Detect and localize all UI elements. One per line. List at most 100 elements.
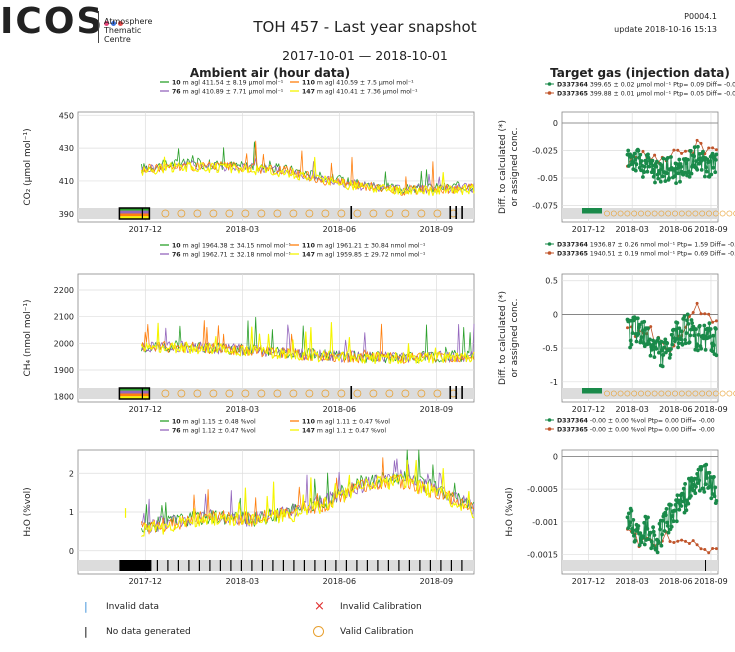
tg-ch4-valid-cal-marker: [672, 390, 678, 397]
amb-ch4-valid-cal-marker: [369, 389, 378, 398]
tg-h2o-point-D337364: [652, 533, 657, 537]
tg-co2-point-D337364: [710, 151, 715, 156]
tg-ch4-point-D337364: [687, 340, 692, 345]
tg-h2o-legend-entry: D337364 -0.00 ± 0.00 %vol Ptp= 0.00 Diff…: [557, 418, 715, 425]
amb-co2-valid-cal-marker: [401, 209, 410, 218]
tg-h2o-point-D337364: [665, 520, 670, 525]
amb-co2-valid-cal-marker: [337, 209, 346, 218]
logo-line-3: Centre: [104, 35, 131, 44]
tg-ch4-point-D337364: [684, 331, 689, 335]
tg-co2-status-band: [562, 208, 718, 219]
tg-co2-point-D337364: [630, 154, 635, 159]
amb-co2-legend-height: 10: [172, 80, 181, 87]
logo-subtitle: Atmosphere Thematic Centre: [104, 17, 152, 44]
tg-co2-xtick-label: 2018-06: [659, 225, 692, 234]
tg-h2o-point-D337364: [651, 525, 655, 530]
tg-h2o-legend-text: -0.00 ± 0.00 %vol Ptp= 0.00 Diff= -0.00: [588, 418, 715, 425]
tg-h2o-point-D337364: [630, 530, 635, 535]
tg-ch4-valid-cal-marker: [706, 390, 712, 397]
tg-h2o-point-D337364: [681, 499, 686, 504]
amb-h2o-legend-entry: 110 m agl 1.11 ± 0.47 %vol: [302, 419, 390, 426]
amb-ch4-valid-cal-marker: [225, 389, 234, 398]
amb-h2o-legend-height: 10: [172, 419, 181, 426]
tg-co2-valid-cal-marker: [672, 210, 678, 217]
tg-ch4-point-D337365: [649, 325, 653, 329]
station-code: P0004.1: [684, 12, 717, 21]
valid-cal-label: Valid Calibration: [340, 627, 414, 637]
amb-h2o-ytick-label: 1: [69, 508, 74, 517]
tg-co2-point-D337364: [667, 176, 671, 181]
tg-ch4-point-D337364: [646, 326, 650, 331]
tg-co2-legend-dot: [547, 91, 552, 95]
tg-ch4-point-D337364: [696, 333, 701, 337]
tg-ch4-valid-cal-marker: [665, 390, 672, 397]
tg-ch4-legend-entry: D337365 1940.51 ± 0.19 nmol mol⁻¹ Ptp= 0…: [557, 251, 735, 258]
tg-co2-legend-id: D337365: [557, 91, 588, 98]
tg-ch4-point-D337364: [659, 339, 664, 344]
amb-ch4-legend-height: 10: [172, 243, 181, 250]
tg-ch4-point-D337364: [708, 327, 713, 331]
tg-h2o-point-D337364: [632, 533, 636, 538]
tg-co2-valid-cal-marker: [631, 210, 638, 217]
logo-dots: [104, 11, 125, 30]
tg-ch4-valid-cal-marker: [658, 390, 665, 397]
tg-h2o-point-D337364: [712, 494, 717, 499]
logo-line-2: Thematic: [104, 26, 142, 35]
tg-co2-valid-cal-marker: [617, 210, 624, 217]
tg-co2-point-D337364: [687, 175, 692, 179]
amb-h2o-legend-height: 110: [302, 419, 316, 426]
tg-ch4-point-D337364: [657, 350, 661, 355]
tg-ch4-point-D337364: [670, 342, 675, 347]
tg-ch4-valid-cal-marker: [712, 390, 719, 397]
amb-h2o-xtick-label: 2018-03: [226, 577, 259, 586]
tg-co2-point-D337364: [713, 170, 718, 175]
tg-h2o-status-band: [562, 560, 718, 571]
amb-h2o-legend-text: m agl 1.15 ± 0.48 %vol: [181, 419, 256, 426]
tg-co2-point-D337364: [642, 170, 647, 175]
tg-co2-point-D337364: [677, 157, 682, 162]
amb-ch4-valid-cal-marker: [417, 389, 426, 398]
tg-ch4-point-D337365: [711, 320, 715, 324]
tg-h2o-point-D337364: [694, 484, 698, 489]
tg-h2o-point-D337364: [673, 508, 677, 513]
tg-co2-valid-cal-marker: [726, 210, 733, 217]
amb-h2o-legend-height: 76: [172, 428, 181, 435]
tg-h2o-legend-id: D337365: [557, 427, 588, 434]
amb-co2-startup-border: [118, 207, 151, 220]
tg-co2-point-D337364: [684, 161, 689, 166]
tg-co2-point-D337365: [699, 141, 703, 145]
logo-line-1: Atmosphere: [104, 17, 153, 26]
tg-co2-point-D337364: [658, 179, 663, 184]
tg-co2-xtick-label: 2018-09: [694, 225, 727, 234]
amb-h2o-series-147m: [141, 459, 475, 537]
tg-co2-point-D337364: [701, 149, 705, 154]
tg-ch4-valid-cal-marker: [610, 390, 617, 397]
tg-h2o-legend-text: -0.00 ± 0.00 %vol Ptp= 0.00 Diff= -0.00: [588, 427, 715, 434]
amb-h2o-status-band: [78, 560, 474, 571]
tg-ch4-point-D337365: [703, 312, 707, 316]
tg-ch4-valid-cal-marker: [685, 390, 692, 397]
tg-h2o-point-D337364: [669, 524, 674, 529]
amb-h2o-legend-height: 147: [302, 428, 315, 435]
tg-co2-point-D337364: [692, 154, 696, 159]
tg-h2o-point-D337364: [627, 523, 632, 528]
amb-ch4-startup-block: [119, 396, 150, 399]
tg-co2-point-D337364: [711, 165, 716, 170]
amb-h2o-legend-entry: 10 m agl 1.15 ± 0.48 %vol: [172, 419, 256, 426]
amb-co2-legend-height: 76: [172, 89, 181, 96]
amb-co2-startup-block: [119, 213, 150, 217]
amb-ch4-valid-cal-marker: [401, 389, 410, 398]
tg-h2o-point-D337364: [675, 493, 680, 498]
tg-co2-point-D337364: [661, 156, 666, 161]
amb-co2-valid-cal-marker: [433, 209, 442, 218]
tg-co2-point-D337364: [675, 162, 680, 167]
tg-ch4-legend-text: 1940.51 ± 0.19 nmol mol⁻¹ Ptp= 0.69 Diff…: [588, 251, 735, 258]
tg-co2-point-D337364: [665, 171, 670, 176]
tg-ch4-valid-cal-marker: [617, 390, 624, 397]
tg-ch4-valid-cal-marker: [733, 390, 735, 397]
amb-ch4-ylabel: CH₄ (nmol mol⁻¹): [23, 299, 33, 376]
tg-h2o-ylabel: H₂O (%vol): [505, 487, 515, 536]
tg-h2o-point-D337364: [637, 543, 642, 548]
amb-ch4-legend-height: 110: [302, 243, 316, 250]
tg-co2-legend-entry: D337364 399.65 ± 0.02 µmol mol⁻¹ Ptp= 0.…: [557, 82, 735, 89]
